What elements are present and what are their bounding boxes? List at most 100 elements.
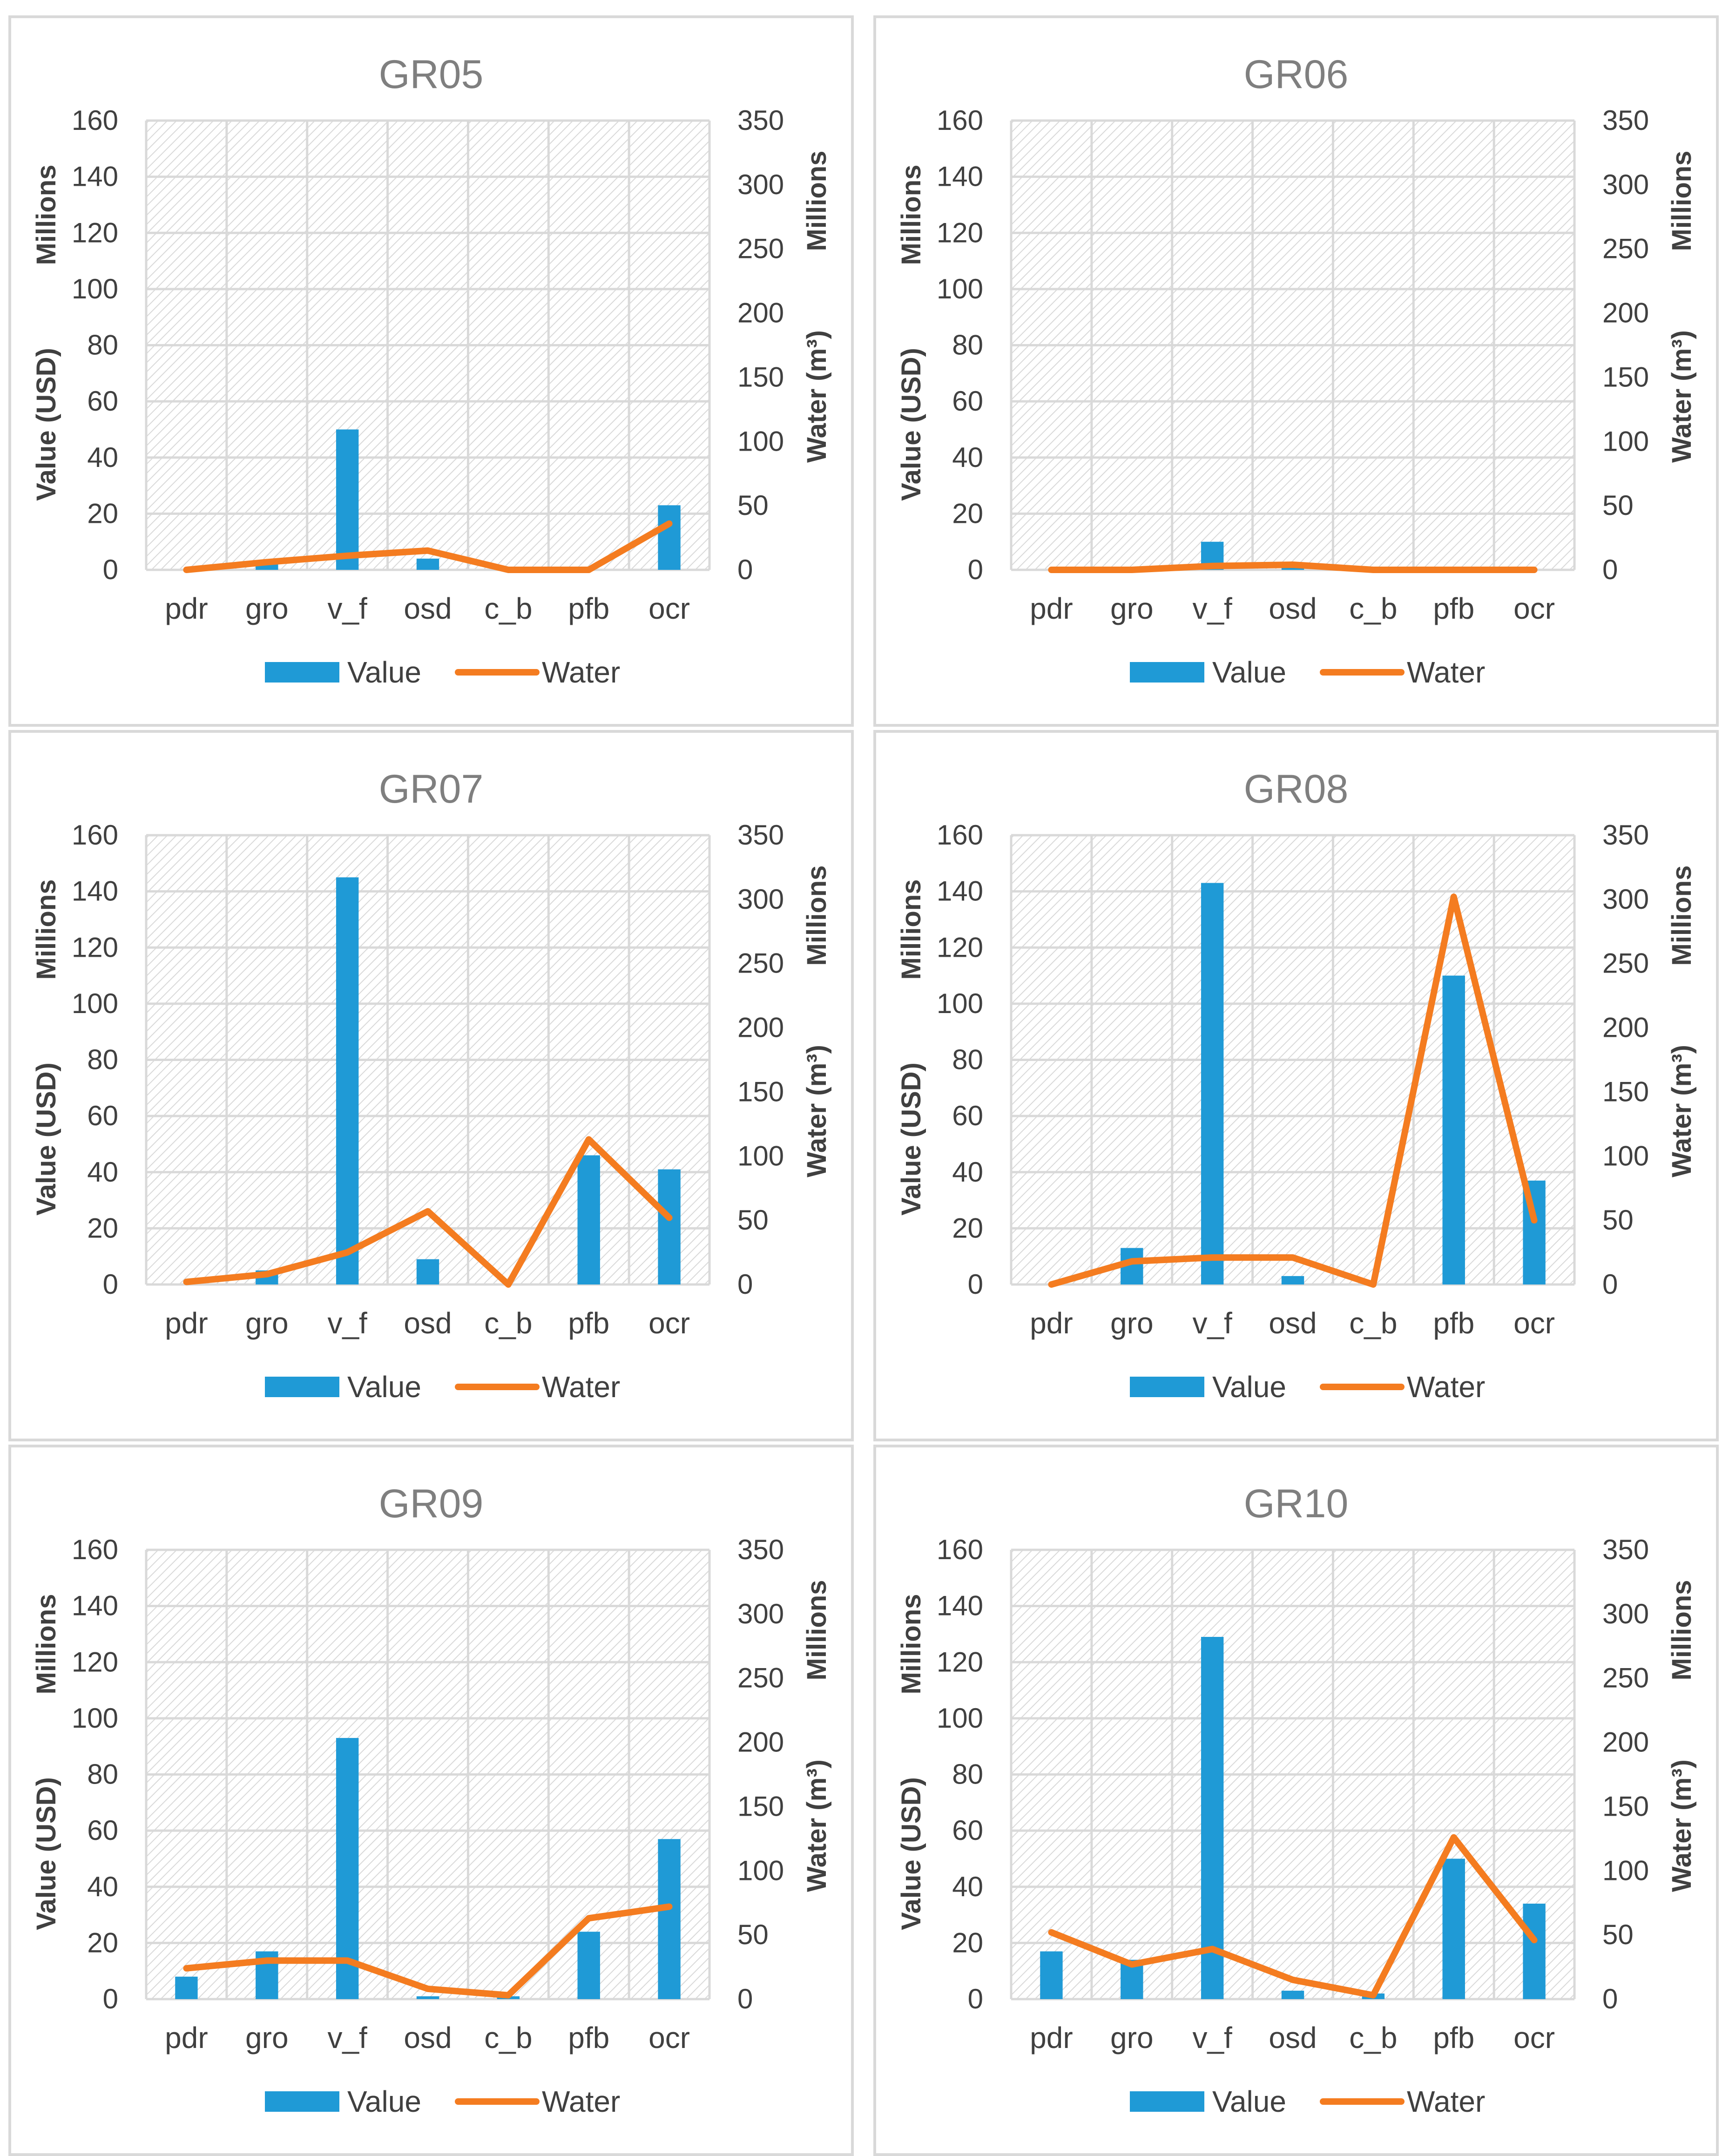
y2-tick-label: 200 <box>1602 297 1649 329</box>
y2-axis-title-group: Water (m³) Millions <box>802 865 832 1177</box>
y-tick-label: 40 <box>87 1871 118 1902</box>
y2-tick-label: 200 <box>1602 1727 1649 1758</box>
y2-axis-unit: Millions <box>802 1580 832 1681</box>
bar-pdr <box>1040 1951 1063 1999</box>
y-tick-label: 60 <box>87 385 118 417</box>
chart-panel-gr10: GR10 0 20 40 60 80 100 120 140 160 0 50 100 150 200 250… <box>873 1445 1719 2156</box>
legend-label-water: Water <box>1407 1370 1485 1404</box>
x-category-label: c_b <box>1349 592 1397 625</box>
x-category-label: gro <box>245 2021 289 2055</box>
y-axis-title-group: Value (USD) Millions <box>31 879 61 1216</box>
bar-pdr <box>175 1976 198 1999</box>
x-category-label: pfb <box>1433 2021 1474 2055</box>
y2-tick-label: 200 <box>737 1727 784 1758</box>
y-axis-label: Value (USD) <box>31 1777 61 1930</box>
legend-label-water: Water <box>1407 656 1485 689</box>
y-tick-label: 0 <box>103 1983 118 2014</box>
water-point-pdr <box>1051 1932 1052 1933</box>
y-tick-label: 80 <box>952 1044 983 1075</box>
bar-pfb <box>577 1155 600 1284</box>
chart-title: GR10 <box>1244 1481 1349 1526</box>
legend-label-water: Water <box>1407 2085 1485 2118</box>
x-category-label: pdr <box>165 2021 208 2055</box>
y-tick-label: 80 <box>952 330 983 361</box>
y-tick-label: 120 <box>72 1646 118 1677</box>
y-tick-label: 60 <box>87 1815 118 1846</box>
y-axis-unit: Millions <box>896 1594 926 1695</box>
y-tick-label: 40 <box>87 442 118 473</box>
y2-tick-label: 50 <box>737 490 769 521</box>
y-axis-title-group: Value (USD) Millions <box>896 1594 926 1930</box>
y2-axis-title-group: Water (m³) Millions <box>1667 151 1697 463</box>
y-tick-label: 60 <box>952 385 983 417</box>
y2-tick-label: 350 <box>1602 819 1649 851</box>
y2-tick-label: 50 <box>1602 1204 1634 1236</box>
legend-swatch-value <box>1130 662 1204 683</box>
y2-tick-label: 0 <box>1602 1269 1618 1300</box>
x-category-label: pdr <box>165 1306 208 1340</box>
x-category-label: c_b <box>484 2021 532 2055</box>
legend-label-water: Water <box>542 2085 620 2118</box>
y-tick-label: 80 <box>87 330 118 361</box>
x-category-label: pdr <box>165 592 208 625</box>
y-tick-label: 80 <box>87 1759 118 1790</box>
y-tick-label: 140 <box>72 876 118 907</box>
chart-gr05: GR05 0 20 40 60 80 100 120 140 160 0 50 100 150 200 250… <box>31 52 832 689</box>
x-category-label: osd <box>404 2021 452 2055</box>
x-category-label: pfb <box>568 592 609 625</box>
chart-gr08: GR08 0 20 40 60 80 100 120 140 160 0 50 100 150 200 250… <box>896 767 1697 1404</box>
y-tick-label: 140 <box>937 1590 983 1622</box>
x-category-label: gro <box>1110 2021 1154 2055</box>
x-category-label: ocr <box>648 1306 690 1340</box>
x-category-label: gro <box>1110 1306 1154 1340</box>
legend-label-value: Value <box>347 2085 421 2118</box>
bar-pfb <box>577 1932 600 1999</box>
x-category-label: ocr <box>1513 592 1555 625</box>
water-point-pfb <box>1453 1837 1454 1838</box>
y2-tick-label: 350 <box>737 1534 784 1565</box>
legend-label-value: Value <box>1212 2085 1286 2118</box>
x-category-label: osd <box>404 592 452 625</box>
y2-axis-unit: Millions <box>802 865 832 966</box>
y2-axis-unit: Millions <box>1667 1580 1697 1681</box>
y-axis-title-group: Value (USD) Millions <box>896 879 926 1216</box>
y2-tick-label: 250 <box>737 233 784 264</box>
y-tick-label: 40 <box>952 442 983 473</box>
x-category-label: v_f <box>327 2021 367 2055</box>
y-tick-label: 140 <box>937 161 983 192</box>
y2-tick-label: 50 <box>737 1919 769 1950</box>
y2-axis-unit: Millions <box>1667 865 1697 966</box>
water-point-v_f <box>347 1252 348 1253</box>
y2-tick-label: 200 <box>737 297 784 329</box>
chart-gr09: GR09 0 20 40 60 80 100 120 140 160 0 50 100 150 200 250… <box>31 1481 832 2118</box>
y2-tick-label: 0 <box>1602 1983 1618 2014</box>
y2-tick-label: 150 <box>1602 361 1649 392</box>
y2-tick-label: 250 <box>1602 948 1649 979</box>
bar-osd <box>1281 567 1304 570</box>
y2-tick-label: 300 <box>737 169 784 200</box>
y-tick-label: 160 <box>937 105 983 136</box>
y-axis-unit: Millions <box>31 165 61 265</box>
legend-label-water: Water <box>542 656 620 689</box>
bar-pfb <box>1442 1859 1465 1999</box>
y2-tick-label: 50 <box>1602 490 1634 521</box>
chart-gr06: GR06 0 20 40 60 80 100 120 140 160 0 50 100 150 200 250… <box>896 52 1697 689</box>
x-category-label: c_b <box>484 592 532 625</box>
y2-tick-label: 150 <box>1602 1076 1649 1107</box>
y-tick-label: 100 <box>72 1703 118 1734</box>
y-tick-label: 60 <box>952 1100 983 1131</box>
y-tick-label: 20 <box>87 1212 118 1244</box>
bar-osd <box>416 1259 439 1284</box>
water-point-pfb <box>588 1918 589 1919</box>
y-tick-label: 120 <box>72 932 118 963</box>
chart-panel-gr09: GR09 0 20 40 60 80 100 120 140 160 0 50 100 150 200 250… <box>8 1445 854 2156</box>
y-axis-unit: Millions <box>31 1594 61 1695</box>
chart-title: GR06 <box>1244 52 1349 97</box>
legend-swatch-value <box>1130 1377 1204 1397</box>
y-tick-label: 140 <box>937 876 983 907</box>
bar-ocr <box>658 505 681 570</box>
y-tick-label: 160 <box>72 105 118 136</box>
water-point-pdr <box>1051 1284 1052 1285</box>
water-point-pfb <box>588 1139 589 1140</box>
y2-axis-label: Water (m³) <box>802 1045 832 1177</box>
